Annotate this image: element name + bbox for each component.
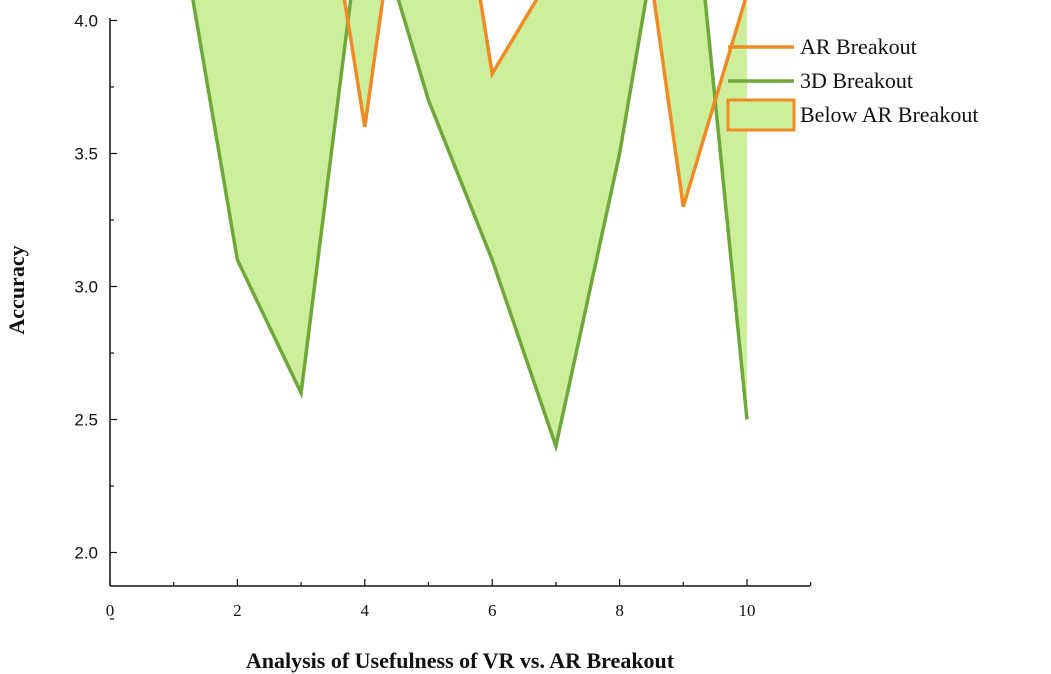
y-tick-label: 3.5 bbox=[74, 145, 98, 164]
y-axis-title: Accuracy bbox=[4, 245, 29, 334]
x-tick-label: 10 bbox=[739, 601, 756, 620]
x-tick-label: 4 bbox=[361, 601, 370, 620]
legend-label-ar-breakout: AR Breakout bbox=[800, 34, 917, 59]
y-tick-label: 2.5 bbox=[74, 411, 98, 430]
legend-label-below-ar-breakout: Below AR Breakout bbox=[800, 102, 978, 127]
fill-between-area bbox=[192, 0, 747, 447]
x-tick-label: 8 bbox=[615, 601, 624, 620]
y-tick-label: 4.0 bbox=[74, 12, 98, 31]
y-tick-label: 2.0 bbox=[74, 544, 98, 563]
x-tick-label: 2 bbox=[233, 601, 242, 620]
x-tick-label: 6 bbox=[488, 601, 497, 620]
legend-label-3d-breakout: 3D Breakout bbox=[800, 68, 913, 93]
fill-area-layer bbox=[192, 0, 747, 447]
legend: AR Breakout 3D Breakout Below AR Breakout bbox=[726, 34, 978, 132]
y-tick-label: 3.0 bbox=[74, 278, 98, 297]
series-line-3d-breakout bbox=[191, 0, 749, 453]
x-axis-title: Analysis of Usefulness of VR vs. AR Brea… bbox=[246, 648, 675, 673]
x-tick-label: 0 bbox=[106, 601, 115, 620]
legend-swatch-fill-area bbox=[726, 98, 796, 132]
series-layer bbox=[191, 0, 749, 453]
